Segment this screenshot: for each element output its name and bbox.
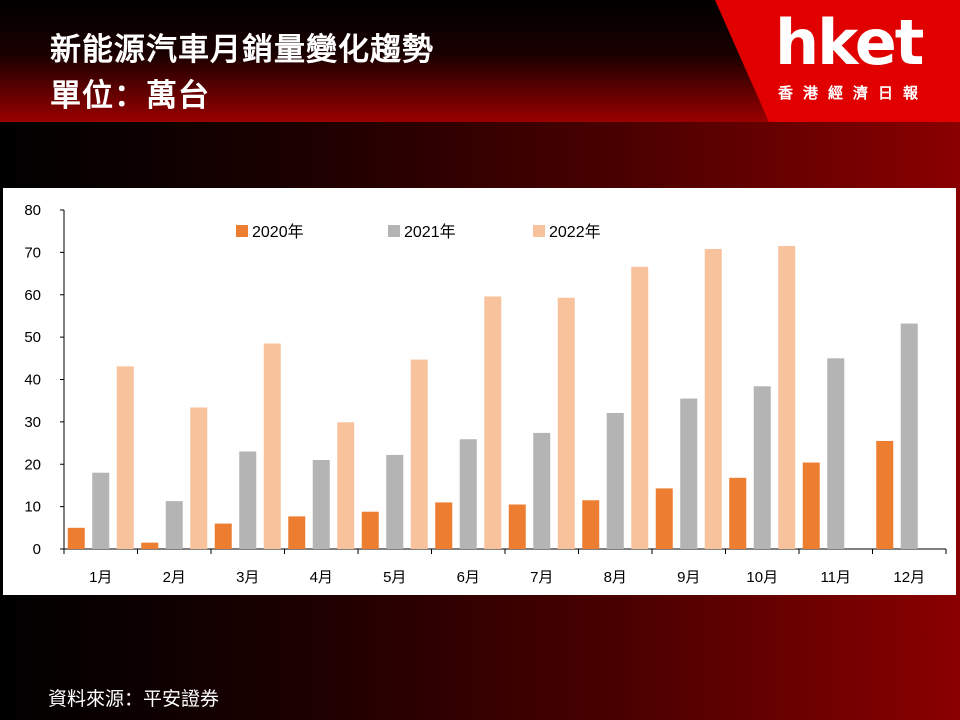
x-tick-label: 11月	[820, 569, 851, 586]
bar-2020年-12月	[876, 440, 894, 549]
bar-2022年-8月	[631, 266, 649, 549]
y-tick-label: 40	[24, 372, 41, 389]
y-tick-label: 0	[33, 541, 41, 558]
bar-2020年-6月	[435, 502, 453, 549]
chart-panel: 0 10 20 30 40 50 60 70 80 1月 2月 3月 4月 5月 6月 7月 8月 9月 10月 11…	[3, 188, 956, 595]
bar-2020年-7月	[508, 504, 526, 549]
legend-swatch-2020年	[236, 225, 248, 237]
x-tick-label: 4月	[310, 569, 333, 586]
bar-2022年-9月	[704, 248, 722, 550]
bar-2021年-10月	[753, 386, 771, 549]
bar-2022年-10月	[778, 246, 796, 550]
x-tick-label: 9月	[677, 569, 700, 586]
legend-label-2021年: 2021年	[404, 223, 456, 241]
x-tick-label: 5月	[383, 569, 406, 586]
bar-2022年-4月	[337, 422, 355, 549]
x-tick-label: 3月	[236, 569, 259, 586]
x-tick-label: 1月	[89, 569, 112, 586]
y-tick-label: 80	[24, 202, 41, 219]
bar-2021年-8月	[606, 412, 624, 549]
x-tick-label: 6月	[457, 569, 480, 586]
bar-2020年-11月	[802, 462, 820, 549]
bar-2020年-8月	[582, 500, 600, 549]
chart-title: 新能源汽車月銷量變化趨勢	[50, 32, 434, 68]
bar-2020年-10月	[729, 477, 747, 549]
bar-2020年-2月	[141, 542, 159, 549]
legend-swatch-2022年	[533, 225, 545, 237]
y-tick-label: 60	[24, 287, 41, 304]
bar-2021年-3月	[239, 451, 257, 549]
legend-label-2022年: 2022年	[549, 223, 601, 241]
x-tick-label: 12月	[893, 569, 925, 586]
bar-2020年-5月	[361, 511, 379, 549]
y-tick-label: 10	[24, 499, 41, 516]
bar-2021年-6月	[459, 439, 477, 549]
x-tick-label: 8月	[604, 569, 627, 586]
bar-2020年-9月	[655, 488, 673, 549]
bar-chart: 0 10 20 30 40 50 60 70 80 1月 2月 3月 4月 5月 6月 7月 8月 9月 10月 11…	[24, 202, 947, 586]
bar-2020年-4月	[288, 516, 306, 549]
bar-2021年-1月	[92, 472, 110, 549]
x-tick-label: 2月	[163, 569, 186, 586]
bar-2021年-4月	[312, 460, 330, 549]
bar-2022年-2月	[190, 407, 208, 549]
hket-logo: hket	[775, 6, 924, 79]
bar-2022年-5月	[410, 359, 428, 549]
hket-logo-subtitle: 香港經濟日報	[778, 84, 929, 102]
legend-swatch-2021年	[388, 225, 400, 237]
x-tick-label: 10月	[746, 569, 778, 586]
y-tick-label: 70	[24, 244, 41, 261]
bar-2021年-5月	[386, 454, 404, 549]
bar-2020年-3月	[214, 523, 232, 549]
y-tick-label: 50	[24, 329, 41, 346]
y-tick-label: 30	[24, 414, 41, 431]
legend-label-2020年: 2020年	[252, 223, 304, 241]
bar-2021年-12月	[900, 323, 918, 549]
bar-2022年-6月	[484, 296, 502, 549]
bar-2021年-9月	[680, 398, 698, 549]
bar-2021年-2月	[165, 501, 183, 549]
bar-2021年-7月	[533, 432, 551, 549]
bar-2020年-1月	[67, 527, 85, 549]
y-tick-label: 20	[24, 456, 41, 473]
chart-unit: 單位：萬台	[50, 78, 210, 114]
bar-2022年-3月	[263, 343, 281, 549]
x-tick-label: 7月	[530, 569, 553, 586]
bar-2021年-11月	[827, 358, 845, 549]
bar-2022年-7月	[557, 297, 575, 549]
source-note: 資料來源：平安證券	[48, 688, 220, 710]
bar-2022年-1月	[116, 366, 134, 549]
